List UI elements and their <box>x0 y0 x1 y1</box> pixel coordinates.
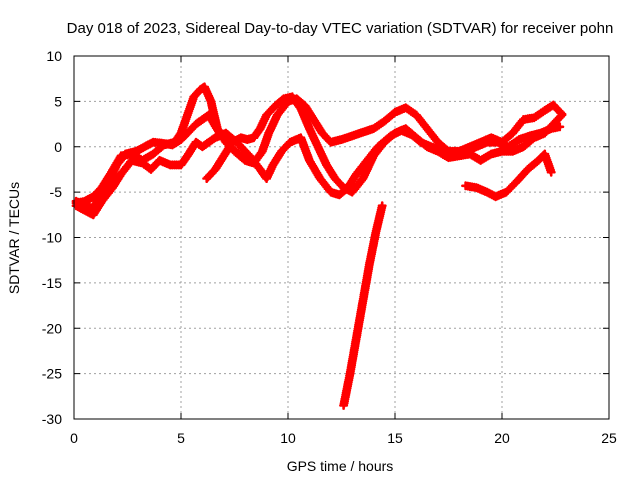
x-axis-label: GPS time / hours <box>287 458 394 474</box>
y-tick-label: -10 <box>42 230 62 246</box>
marker-points-track-e <box>339 201 387 410</box>
y-tick-label: -25 <box>42 366 62 382</box>
x-tick-label: 20 <box>494 430 510 446</box>
x-tick-label: 25 <box>601 430 617 446</box>
y-tick-label: 0 <box>54 139 62 155</box>
x-tick-label: 0 <box>70 430 78 446</box>
x-tick-label: 10 <box>280 430 296 446</box>
marker-points-track-d <box>202 92 567 197</box>
chart-title: Day 018 of 2023, Sidereal Day-to-day VTE… <box>67 20 614 37</box>
series-track-f <box>461 149 556 202</box>
y-tick-label: -20 <box>42 320 62 336</box>
y-tick-label: 10 <box>46 48 62 64</box>
series-track-e <box>339 201 387 410</box>
x-tick-label: 5 <box>177 430 185 446</box>
series-track-d <box>202 92 567 197</box>
axis-ticks: 0 5 10 15 20 25 10 5 0 -5 -10 -15 -20 -25 -30 <box>42 48 617 446</box>
y-tick-label: -5 <box>50 184 63 200</box>
marker-points-track-f <box>461 149 556 202</box>
y-axis-label: SDTVAR / TECUs <box>6 182 22 294</box>
series-layer <box>71 82 567 410</box>
x-tick-label: 15 <box>387 430 403 446</box>
y-tick-label: 5 <box>54 93 62 109</box>
marker-points-track-c <box>71 82 567 208</box>
y-tick-label: -30 <box>42 411 62 427</box>
series-track-c <box>71 82 567 208</box>
y-tick-label: -15 <box>42 275 62 291</box>
